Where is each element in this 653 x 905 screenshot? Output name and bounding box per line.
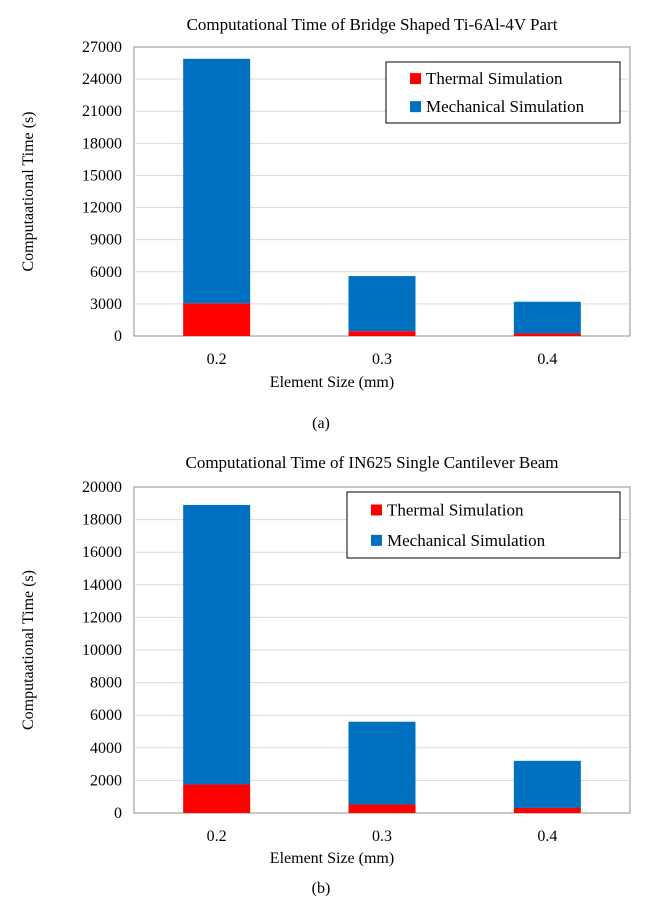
mechanical-bar (348, 721, 416, 805)
thermal-bar (183, 303, 251, 336)
figure-caption: (b) (312, 880, 331, 897)
y-tick-label: 21000 (82, 103, 122, 120)
y-axis-label: Computaational Time (s) (20, 112, 37, 272)
y-tick-label: 16000 (82, 544, 122, 561)
y-tick-label: 6000 (90, 264, 122, 281)
legend-label: Thermal Simulation (387, 500, 524, 519)
thermal-bar (513, 807, 581, 813)
y-axis-label: Computaational Time (s) (20, 570, 37, 730)
y-tick-label: 9000 (90, 232, 122, 249)
x-tick-label: 0.3 (372, 351, 392, 368)
y-tick-label: 14000 (82, 577, 122, 594)
x-tick-label: 0.4 (537, 828, 557, 845)
mechanical-legend-swatch (410, 101, 421, 113)
mechanical-bar (513, 301, 581, 334)
x-tick-label: 0.2 (207, 351, 227, 368)
y-tick-label: 24000 (82, 71, 122, 88)
legend-label: Mechanical Simulation (426, 97, 585, 116)
y-tick-label: 27000 (82, 39, 122, 56)
legend-label: Mechanical Simulation (387, 531, 546, 550)
thermal-bar (513, 333, 581, 336)
legend-label: Thermal Simulation (426, 69, 563, 88)
x-tick-label: 0.3 (372, 828, 392, 845)
y-tick-label: 12000 (82, 609, 122, 626)
x-tick-label: 0.4 (537, 351, 557, 368)
chart-b: 0 2000 4000 6000 8000 10000 12000 14000 16000 180… (20, 453, 631, 897)
legend-box (346, 491, 621, 559)
y-tick-label: 20000 (82, 479, 122, 496)
thermal-bar (348, 331, 416, 336)
mechanical-bar (513, 760, 581, 808)
y-tick-label: 12000 (82, 200, 122, 217)
y-tick-label: 8000 (90, 675, 122, 692)
thermal-bar (183, 784, 251, 813)
thermal-legend-swatch (371, 504, 382, 516)
x-axis-label: Element Size (mm) (270, 850, 394, 867)
y-tick-label: 10000 (82, 642, 122, 659)
mechanical-legend-swatch (371, 534, 382, 546)
y-tick-label: 18000 (82, 135, 122, 152)
y-tick-label: 18000 (82, 512, 122, 529)
figure-caption: (a) (312, 415, 330, 432)
thermal-bar (348, 804, 416, 813)
chart-title: Computational Time of IN625 Single Canti… (185, 453, 558, 472)
y-tick-label: 2000 (90, 772, 122, 789)
y-tick-label: 0 (114, 805, 122, 822)
chart-a: 0 3000 6000 9000 12000 15000 18000 21000 24000 27… (20, 15, 631, 432)
y-tick-label: 15000 (82, 167, 122, 184)
x-tick-label: 0.2 (207, 828, 227, 845)
y-tick-label: 4000 (90, 740, 122, 757)
thermal-legend-swatch (410, 73, 421, 85)
mechanical-bar (183, 504, 251, 785)
y-tick-label: 3000 (90, 296, 122, 313)
x-axis-label: Element Size (mm) (270, 374, 394, 391)
mechanical-bar (348, 276, 416, 332)
legend-box (385, 61, 621, 124)
y-tick-label: 0 (114, 328, 122, 345)
y-tick-label: 6000 (90, 707, 122, 724)
chart-title: Computational Time of Bridge Shaped Ti-6… (187, 15, 558, 34)
mechanical-bar (183, 58, 251, 304)
